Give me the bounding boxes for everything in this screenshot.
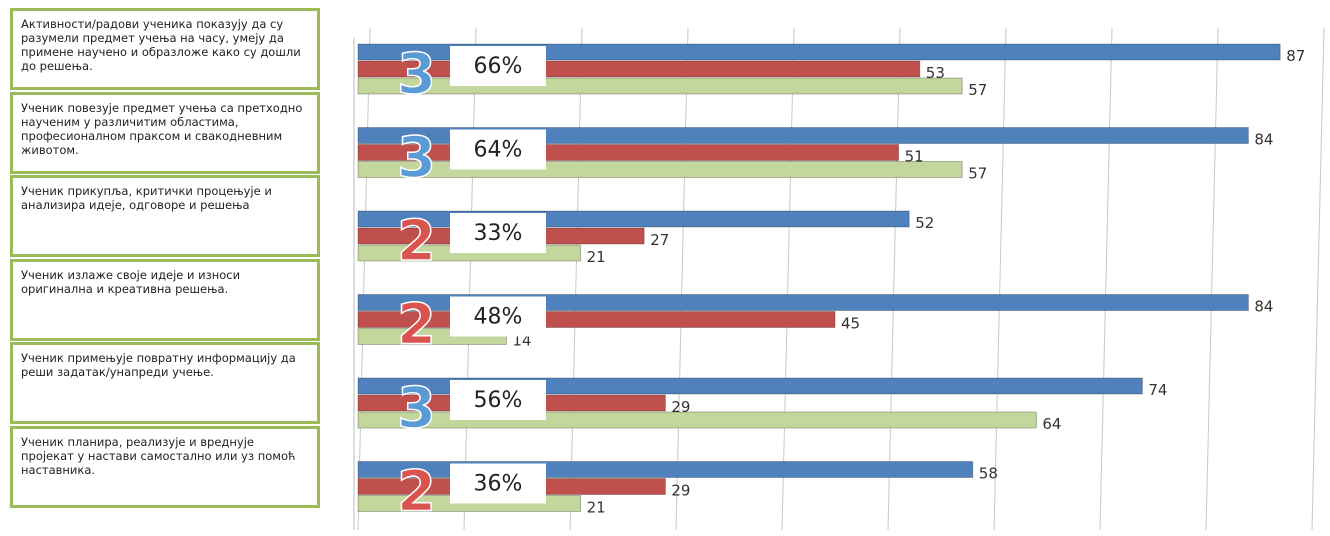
grid-line [993, 27, 1007, 531]
data-label: 64 [1042, 415, 1061, 433]
data-label: 53 [926, 64, 945, 82]
bar [357, 161, 963, 178]
bar [357, 210, 910, 228]
data-label: 52 [915, 214, 934, 232]
grade: 2 [397, 293, 436, 358]
percent-box [450, 463, 546, 504]
bar [357, 144, 900, 161]
category-label: Ученик повезује предмет учења са претход… [10, 91, 320, 174]
percent: 64% [474, 138, 523, 163]
percent: 66% [474, 54, 523, 79]
grid-line [887, 27, 901, 531]
percent-box [450, 296, 546, 337]
data-label: 29 [671, 398, 690, 416]
bar [357, 377, 1143, 395]
grid-line [357, 27, 371, 531]
bar [357, 77, 963, 95]
category-label: Ученик примењује повратну информацију да… [10, 342, 320, 424]
bar [357, 127, 1249, 144]
data-label: 45 [841, 315, 860, 333]
data-label: 87 [1286, 47, 1305, 65]
percent-box [450, 380, 546, 420]
data-label: 57 [968, 81, 987, 99]
category-label: Ученик планира, реализује и вреднује про… [10, 425, 320, 508]
grid-line [1099, 27, 1113, 531]
grade: 3 [397, 126, 436, 191]
grid-line [1311, 27, 1325, 531]
category-label: Ученик прикупља, критички процењује и ан… [10, 175, 320, 257]
percent: 33% [474, 221, 523, 246]
data-label: 21 [587, 248, 606, 266]
category-label: Активности/радови ученика показују да су… [10, 8, 320, 90]
grade: 2 [397, 209, 436, 274]
data-label: 21 [587, 499, 606, 517]
percent-box [450, 129, 546, 170]
data-label: 84 [1254, 131, 1273, 149]
percent: 56% [474, 388, 523, 413]
data-label: 27 [650, 231, 669, 249]
percent-box [450, 46, 546, 86]
percent: 48% [474, 305, 523, 330]
data-label: 84 [1254, 298, 1273, 316]
grid-line [463, 27, 477, 531]
bar [357, 294, 1249, 311]
data-label: 58 [979, 465, 998, 483]
grid-line [569, 27, 583, 531]
grade: 3 [397, 42, 436, 107]
data-label: 51 [905, 148, 924, 166]
category-label: Ученик излаже своје идеје и износи ориги… [10, 258, 320, 341]
grid-line [675, 27, 689, 531]
grade: 3 [397, 376, 436, 441]
bar [357, 43, 1281, 61]
data-label: 29 [671, 482, 690, 500]
grade: 2 [397, 460, 436, 525]
data-label: 74 [1148, 381, 1167, 399]
bar [357, 60, 921, 78]
percent: 36% [474, 472, 523, 497]
percent-box [450, 213, 546, 253]
data-label: 57 [968, 165, 987, 183]
grid-line [1205, 27, 1219, 531]
grid-line [781, 27, 795, 531]
